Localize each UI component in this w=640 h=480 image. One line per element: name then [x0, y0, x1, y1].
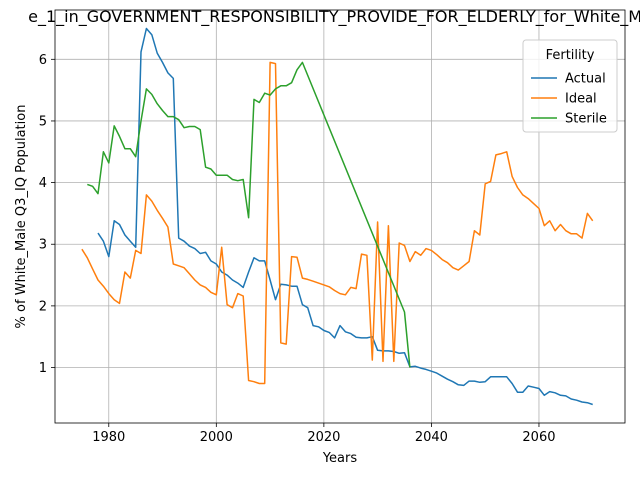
x-axis-label: Years: [322, 451, 358, 466]
y-axis-ticks: 1 2 3 4 5 6: [39, 53, 55, 376]
x-tick-label: 2060: [522, 430, 555, 445]
x-tick-label: 1980: [92, 430, 125, 445]
x-tick-label: 2020: [307, 430, 340, 445]
x-tick-label: 2040: [415, 430, 448, 445]
chart-title: e_1_in_GOVERNMENT_RESPONSIBILITY_PROVIDE…: [28, 7, 640, 27]
legend: Fertility Actual Ideal Sterile: [522, 39, 618, 133]
series-line-actual: [97, 27, 593, 406]
axes-frame: [54, 9, 626, 424]
y-tick-label: 2: [39, 299, 47, 314]
y-tick-label: 4: [39, 176, 47, 191]
legend-label-actual: Actual: [565, 72, 606, 87]
legend-title: Fertility: [546, 48, 595, 63]
x-tick-label: 2000: [200, 430, 233, 445]
series-line-sterile: [87, 61, 411, 368]
legend-box: [522, 39, 618, 133]
plot-lines: [81, 27, 594, 406]
y-tick-label: 1: [39, 361, 47, 376]
x-axis-ticks: 1980 2000 2020 2040 2060: [92, 423, 556, 445]
y-tick-label: 6: [39, 53, 47, 68]
legend-label-sterile: Sterile: [565, 112, 607, 127]
y-axis-label: % of White_Male Q3_IQ Population: [14, 105, 29, 329]
legend-label-ideal: Ideal: [565, 92, 597, 107]
y-tick-label: 3: [39, 238, 47, 253]
y-tick-label: 5: [39, 114, 47, 129]
series-line-ideal: [81, 61, 594, 385]
